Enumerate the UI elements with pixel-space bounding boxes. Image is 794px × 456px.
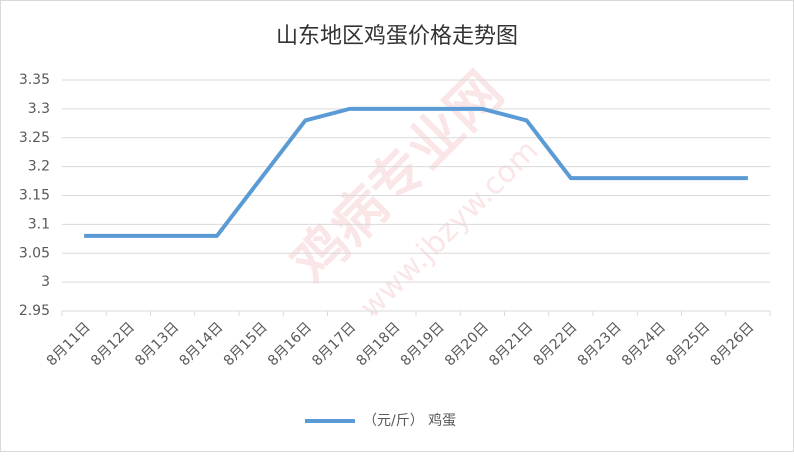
chart-title: 山东地区鸡蛋价格走势图 (276, 24, 518, 49)
legend-label: （元/斤） 鸡蛋 (363, 412, 456, 429)
y-tick-label: 3.2 (28, 159, 50, 175)
series-line (84, 106, 748, 238)
y-tick-label: 3.3 (28, 101, 50, 117)
y-tick-label: 3.35 (19, 72, 50, 88)
y-tick-label: 3 (41, 274, 50, 290)
y-tick-label: 3.25 (19, 130, 50, 146)
y-tick-label: 2.95 (19, 303, 50, 319)
y-tick-label: 3.15 (19, 188, 50, 204)
y-tick-label: 3.1 (28, 216, 50, 232)
y-tick-label: 3.05 (19, 245, 50, 261)
